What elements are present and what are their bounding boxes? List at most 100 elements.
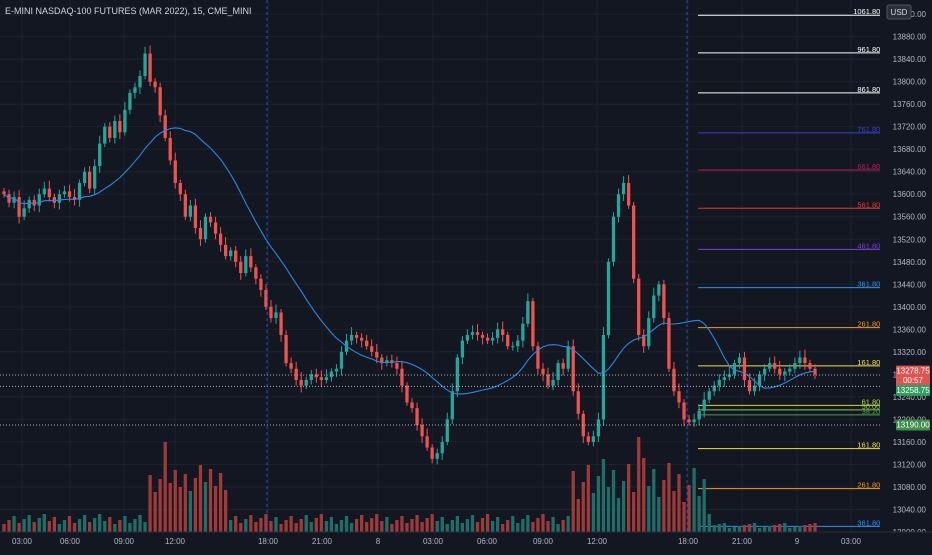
fib-level-label: 761.80% bbox=[857, 125, 887, 134]
candle-body bbox=[259, 278, 263, 290]
candle-body bbox=[82, 171, 87, 183]
candle-body bbox=[596, 419, 601, 437]
candle-body bbox=[198, 228, 203, 240]
volume-bar bbox=[420, 522, 424, 532]
volume-bar bbox=[349, 523, 354, 532]
fib-level-label: 461.80% bbox=[857, 241, 887, 250]
volume-bar bbox=[168, 483, 172, 532]
volume-bar bbox=[67, 516, 72, 532]
candle-body bbox=[440, 441, 444, 454]
volume-bar bbox=[803, 525, 807, 532]
volume-bar bbox=[193, 478, 198, 532]
volume-bar bbox=[138, 515, 142, 532]
time-axis-label: 03:00 bbox=[841, 537, 862, 546]
candle-body bbox=[138, 76, 142, 88]
volume-bar bbox=[390, 524, 394, 532]
candle-body bbox=[32, 199, 36, 206]
price-axis-label: 13160.00 bbox=[893, 438, 927, 447]
volume-bar bbox=[496, 517, 500, 532]
candle-body bbox=[430, 447, 434, 459]
volume-bar bbox=[309, 522, 313, 532]
volume-bar bbox=[460, 523, 465, 532]
time-axis-label: 18:00 bbox=[258, 537, 279, 546]
candle-body bbox=[178, 182, 182, 195]
currency-label: USD bbox=[891, 8, 908, 17]
volume-bar bbox=[319, 514, 323, 532]
volume-bar bbox=[642, 458, 646, 532]
fib-level-label: 161.80% bbox=[857, 358, 887, 367]
candle-body bbox=[254, 267, 258, 279]
candle-body bbox=[727, 374, 732, 378]
volume-bar bbox=[208, 469, 213, 532]
time-axis-label: 9 bbox=[795, 537, 800, 546]
volume-bar bbox=[752, 523, 757, 532]
volume-bar bbox=[360, 515, 364, 532]
candle-body bbox=[747, 380, 752, 392]
time-axis[interactable]: 03:00 06:00 09:00 12:00 18:00 21:00 8 03:00 06:0… bbox=[0, 531, 932, 550]
volume-bar bbox=[470, 515, 475, 532]
candle-body bbox=[299, 380, 303, 386]
candle-body bbox=[662, 284, 666, 319]
price-tag bbox=[896, 419, 930, 431]
candle-body bbox=[128, 92, 132, 110]
candle-body bbox=[501, 329, 505, 335]
volume-bars bbox=[2, 437, 817, 532]
candle-body bbox=[57, 194, 62, 203]
candlestick-series bbox=[2, 45, 817, 465]
volume-bar bbox=[47, 521, 51, 532]
candle-body bbox=[193, 205, 198, 228]
volume-bar bbox=[521, 519, 525, 532]
volume-bar bbox=[727, 528, 732, 532]
volume-bar bbox=[7, 520, 11, 532]
volume-bar bbox=[697, 496, 701, 532]
time-axis-label: 06:00 bbox=[60, 537, 81, 546]
candle-body bbox=[213, 222, 218, 234]
candle-body bbox=[319, 377, 323, 380]
time-axis-label: 21:00 bbox=[312, 537, 333, 546]
volume-bar bbox=[742, 525, 747, 532]
volume-bar bbox=[198, 465, 203, 532]
volume-bar bbox=[435, 521, 439, 532]
volume-bar bbox=[385, 517, 389, 532]
volume-bar bbox=[108, 517, 112, 532]
volume-bar bbox=[218, 473, 223, 532]
volume-bar bbox=[57, 524, 62, 532]
volume-bar bbox=[118, 520, 122, 532]
volume-bar bbox=[52, 517, 57, 532]
candle-body bbox=[62, 191, 67, 195]
price-axis-label: 13840.00 bbox=[893, 55, 927, 64]
volume-bar bbox=[12, 516, 16, 532]
volume-bar bbox=[490, 521, 495, 532]
candle-body bbox=[637, 278, 641, 335]
price-axis-label: 13040.00 bbox=[893, 505, 927, 514]
candle-body bbox=[234, 250, 238, 262]
volume-bar bbox=[757, 528, 762, 532]
candle-body bbox=[103, 126, 107, 144]
volume-bar bbox=[133, 519, 137, 532]
candle-body bbox=[521, 323, 525, 341]
volume-bar bbox=[87, 522, 92, 532]
volume-bar bbox=[616, 498, 621, 532]
candle-body bbox=[707, 391, 711, 400]
candle-body bbox=[229, 250, 233, 257]
candle-body bbox=[788, 368, 792, 372]
price-axis-label: 13240.00 bbox=[893, 393, 927, 402]
candle-body bbox=[269, 306, 273, 319]
price-axis-label: 13800.00 bbox=[893, 78, 927, 87]
candle-body bbox=[626, 182, 631, 206]
fib-level-label: 61.80% bbox=[862, 397, 888, 406]
volume-bar bbox=[153, 492, 157, 532]
currency-badge[interactable]: USD bbox=[886, 4, 912, 20]
volume-bar bbox=[591, 493, 595, 532]
candle-body bbox=[793, 363, 797, 369]
candle-body bbox=[621, 182, 626, 195]
volume-bar bbox=[289, 516, 293, 532]
price-axis[interactable]: 13920.0013880.0013840.0013800.0013760.00… bbox=[880, 0, 932, 550]
candle-body bbox=[294, 368, 298, 380]
candle-body bbox=[511, 346, 515, 348]
volume-bar bbox=[370, 518, 374, 532]
volume-bar bbox=[163, 442, 167, 532]
